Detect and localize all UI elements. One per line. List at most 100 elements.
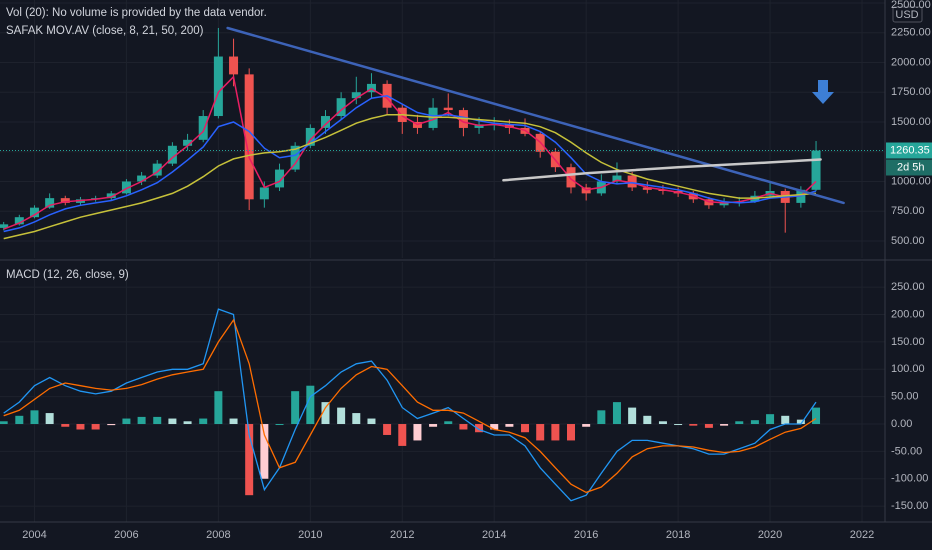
x-tick-label: 2004 — [22, 529, 46, 541]
histogram-bar — [183, 421, 192, 425]
last-price-label: 1260.35 — [890, 144, 930, 156]
macd-legend: MACD (12, 26, close, 9) — [6, 269, 129, 281]
histogram-bar — [30, 410, 39, 425]
histogram-bar — [61, 424, 70, 427]
candle-body — [106, 193, 116, 199]
histogram-bar — [658, 421, 667, 425]
last-price-box — [886, 142, 932, 159]
candle-body — [121, 181, 131, 194]
candle-body — [627, 175, 637, 188]
histogram-bar — [137, 416, 146, 425]
x-tick-label: 2006 — [114, 529, 138, 541]
candle-body — [259, 187, 269, 200]
histogram-bar — [551, 424, 560, 441]
histogram-bar — [76, 424, 85, 430]
candle-body — [14, 217, 24, 225]
indicator-legend: SAFAK MOV.AV (close, 8, 21, 50, 200) — [6, 25, 204, 37]
x-tick-label: 2014 — [482, 529, 506, 541]
candle-body — [137, 175, 147, 182]
histogram-bar — [689, 424, 698, 426]
candle-body — [443, 107, 453, 111]
histogram-bar — [796, 419, 805, 425]
histogram-bar — [597, 410, 606, 425]
candle-body — [0, 224, 9, 228]
candle-body — [213, 56, 223, 117]
histogram-bar — [91, 424, 100, 430]
histogram-bar — [107, 424, 116, 426]
candle-body — [152, 163, 162, 176]
candle-body — [275, 169, 285, 188]
histogram-bar — [429, 424, 438, 427]
histogram-bar — [704, 424, 713, 428]
x-tick-label: 2008 — [206, 529, 230, 541]
candle-body — [351, 92, 361, 99]
histogram-bar — [505, 424, 514, 427]
histogram-bar — [612, 402, 621, 425]
histogram-bar — [260, 424, 269, 479]
histogram-bar — [566, 424, 575, 441]
histogram-bar — [413, 424, 422, 441]
countdown-box — [886, 159, 932, 176]
y-tick-label: 1000.00 — [891, 175, 931, 187]
histogram-bar — [291, 391, 300, 425]
candle-body — [60, 198, 70, 203]
y-tick-label: -50.00 — [891, 445, 922, 457]
y-tick-label: 500.00 — [891, 235, 925, 247]
histogram-bar — [229, 418, 238, 425]
histogram-bar — [475, 424, 484, 433]
histogram-bar — [367, 418, 376, 425]
currency-box — [892, 6, 923, 23]
y-tick-label: 1500.00 — [891, 116, 931, 128]
histogram-bar — [628, 407, 637, 425]
candle-body — [45, 198, 55, 208]
moving-average — [3, 75, 817, 230]
volume-note: Vol (20): No volume is provided by the d… — [6, 7, 267, 19]
histogram-bar — [45, 413, 54, 425]
candle-body — [167, 145, 177, 164]
histogram-bar — [214, 391, 223, 425]
y-tick-label: 150.00 — [891, 336, 925, 348]
histogram-bar — [643, 415, 652, 425]
candle-body — [336, 98, 346, 117]
histogram-bar — [781, 415, 790, 425]
moving-average — [3, 114, 817, 240]
y-tick-label: 100.00 — [891, 363, 925, 375]
y-tick-label: 250.00 — [891, 281, 925, 293]
y-tick-label: 2250.00 — [891, 27, 931, 39]
histogram-bar — [735, 421, 744, 425]
candle-body — [198, 116, 208, 140]
histogram-bar — [459, 424, 468, 430]
trend-line — [226, 26, 845, 205]
histogram-bar — [199, 418, 208, 425]
histogram-bar — [0, 421, 8, 425]
histogram-bar — [582, 424, 591, 427]
candle-body — [244, 74, 254, 200]
histogram-bar — [153, 416, 162, 425]
x-tick-label: 2016 — [574, 529, 598, 541]
histogram-bar — [275, 424, 284, 426]
histogram-bar — [812, 407, 821, 425]
candle-body — [229, 56, 239, 75]
candle-body — [320, 116, 330, 128]
histogram-bar — [321, 402, 330, 425]
moving-average — [3, 95, 817, 233]
histogram-bar — [766, 414, 775, 425]
arrow-annotation — [812, 80, 834, 104]
candle-body — [305, 127, 315, 146]
histogram-bar — [490, 424, 499, 430]
y-tick-label: 2500.00 — [891, 0, 931, 11]
histogram-bar — [750, 420, 759, 425]
histogram-bar — [383, 424, 392, 435]
trend-line — [502, 158, 822, 182]
x-tick-label: 2022 — [850, 529, 874, 541]
histogram-bar — [352, 413, 361, 425]
candle-body — [719, 202, 729, 206]
candle-body — [566, 167, 576, 188]
histogram-bar — [306, 385, 315, 425]
histogram-bar — [536, 424, 545, 441]
candle-body — [29, 207, 39, 218]
candle-body — [811, 150, 821, 190]
x-tick-label: 2020 — [758, 529, 782, 541]
